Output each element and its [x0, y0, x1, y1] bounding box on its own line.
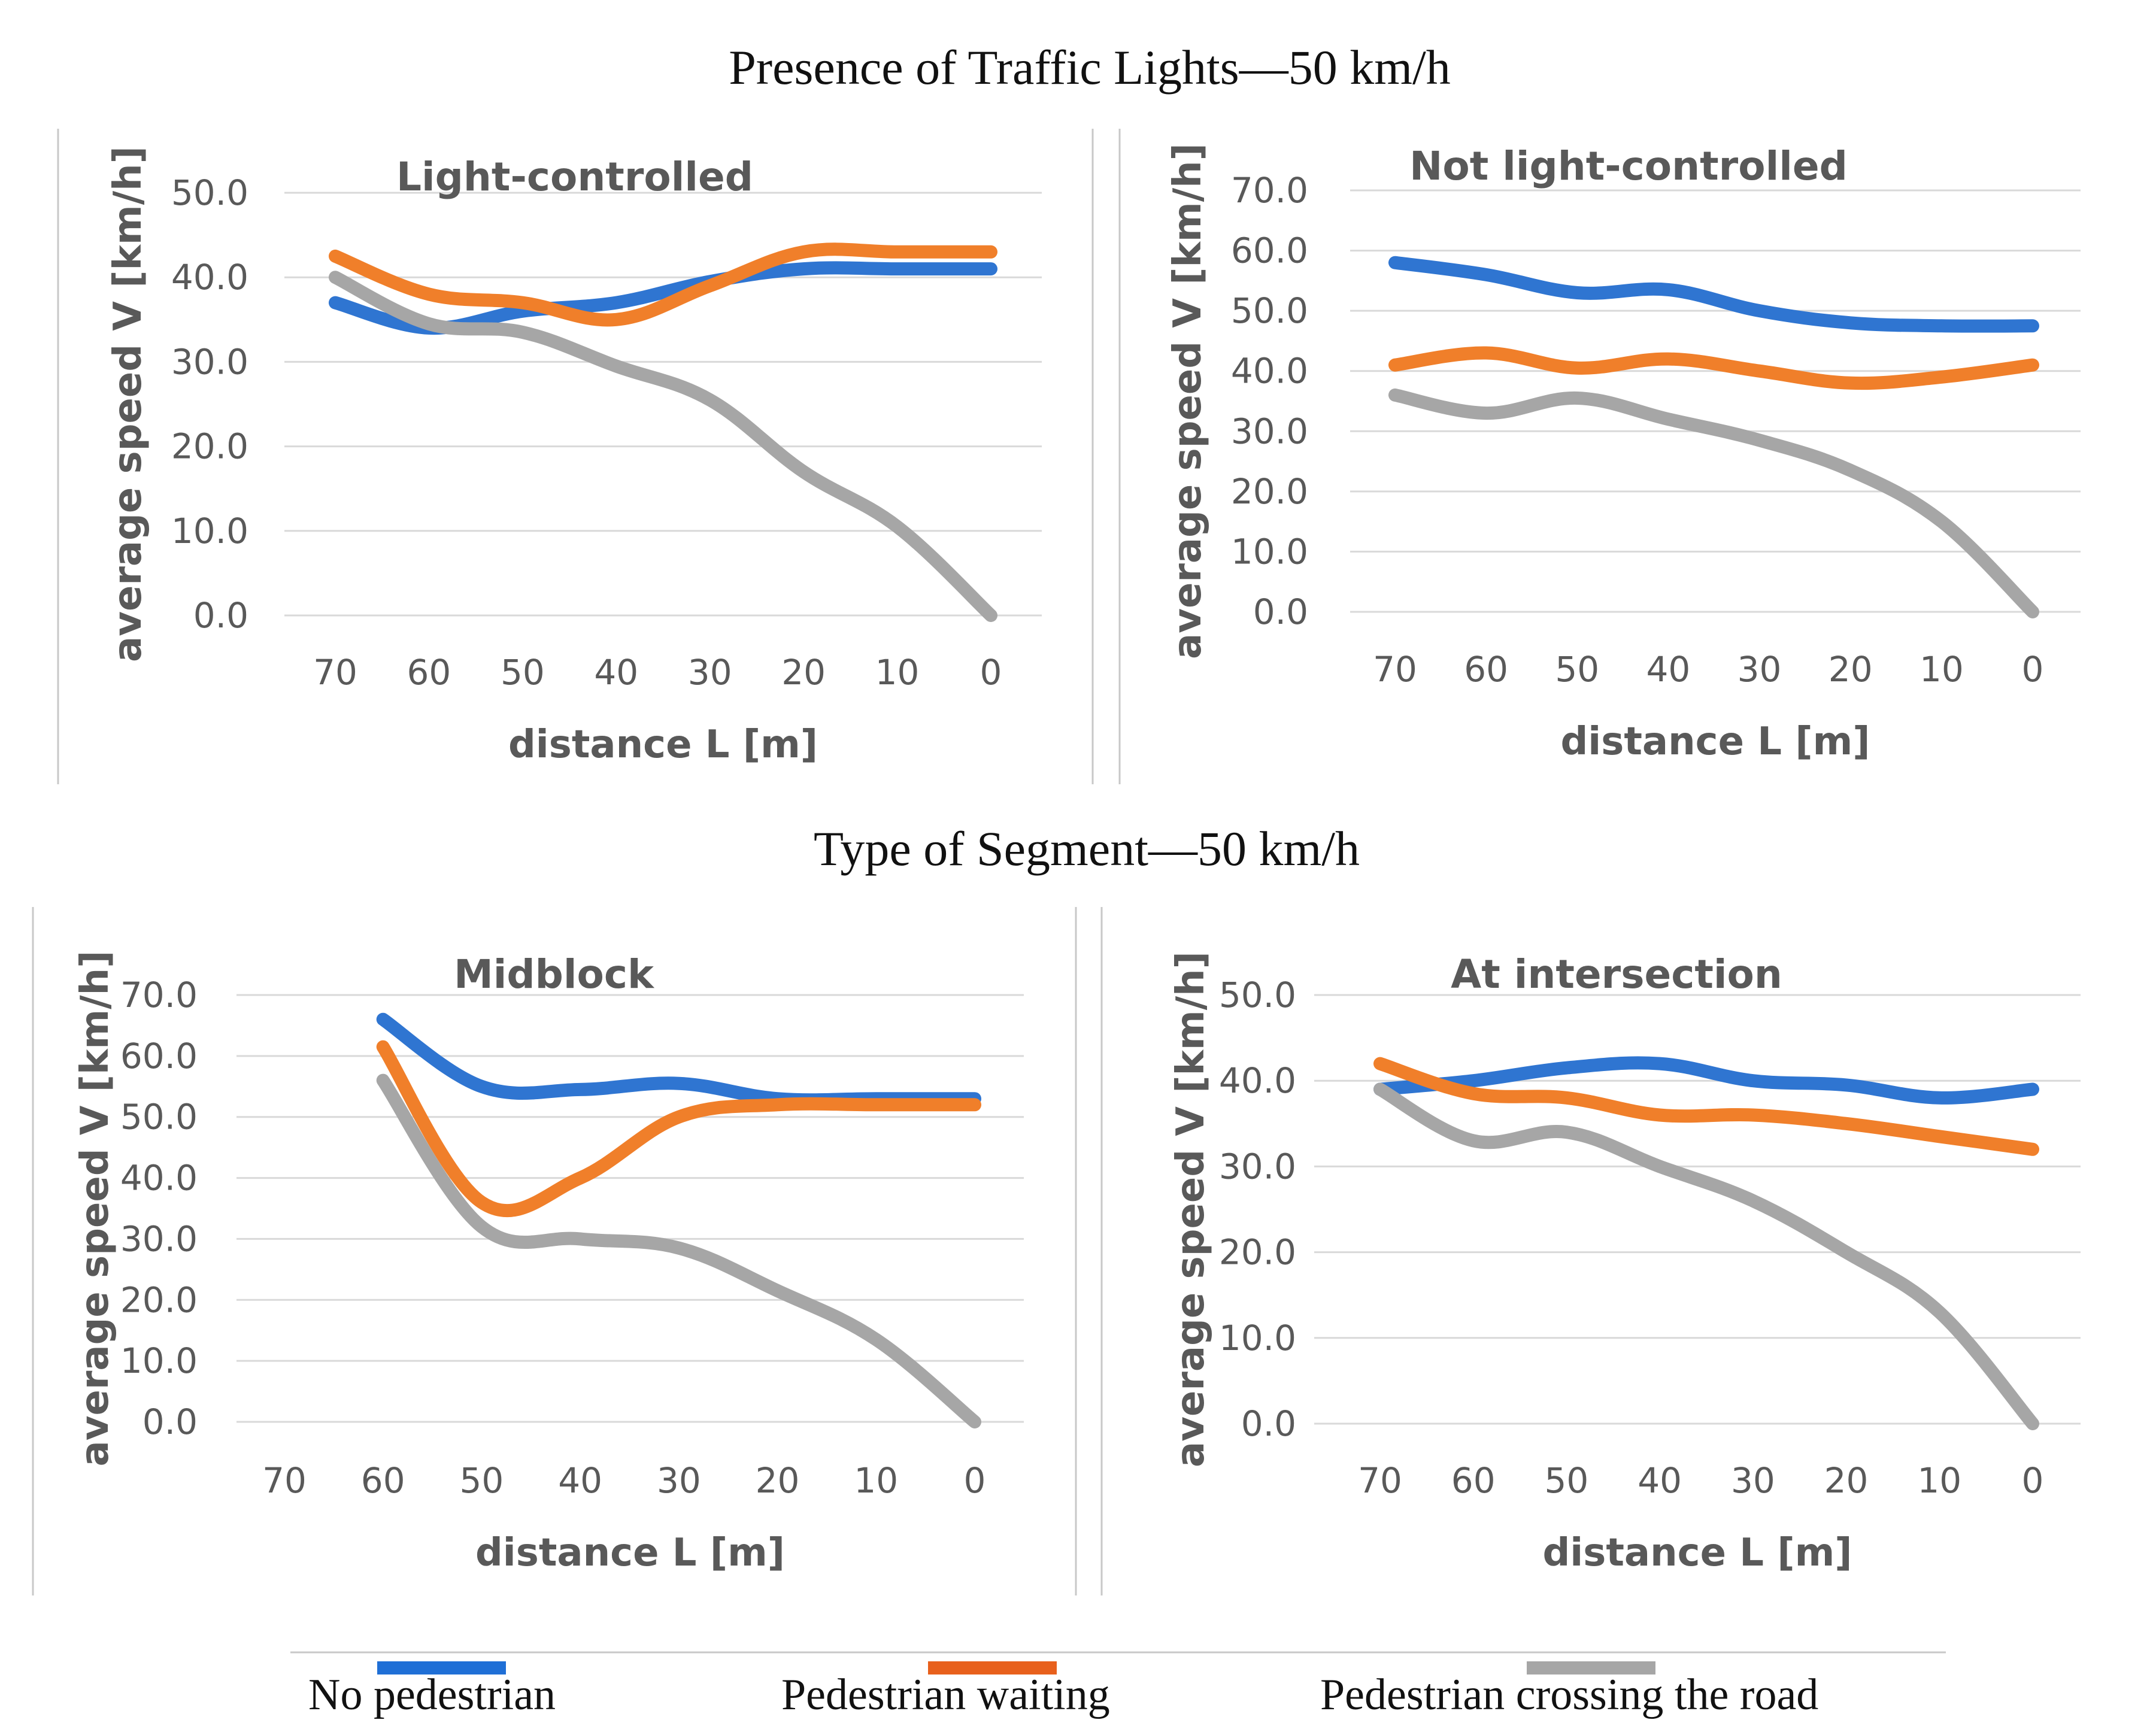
y-tick-label: 20.0 — [171, 426, 248, 467]
y-tick-label: 70.0 — [1231, 170, 1308, 211]
series-line-pedestrian-waiting — [329, 242, 997, 327]
x-tick-label: 50 — [460, 1460, 504, 1501]
chart-title: Not light-controlled — [1409, 143, 1848, 189]
y-tick-label: 0.0 — [142, 1402, 198, 1442]
legend-label-pedestrian-crossing: Pedestrian crossing the road — [1320, 1670, 1818, 1719]
y-tick-label: 10.0 — [1219, 1318, 1296, 1358]
y-tick-label: 30.0 — [120, 1218, 198, 1259]
x-tick-label: 10 — [1920, 649, 1964, 690]
series-line-pedestrian-waiting — [1373, 1057, 2039, 1156]
x-tick-label: 10 — [875, 652, 920, 693]
x-tick-label: 70 — [262, 1460, 307, 1501]
y-tick-label: 0.0 — [1253, 591, 1308, 632]
chart-panel-3: 0.0 10.0 20.0 30.0 40.0 50.0 60.0 70.0 70 60 50 40 3… — [73, 951, 1024, 1575]
x-tick-label: 60 — [361, 1460, 405, 1501]
series-line-pedestrian-crossing-the-road — [376, 1073, 981, 1428]
legend-swatch-pedestrian-crossing — [1527, 1661, 1655, 1675]
x-tick-label: 0 — [2022, 1460, 2044, 1501]
series-line-pedestrian-crossing-the-road — [1388, 388, 2039, 618]
x-tick-label: 60 — [1451, 1460, 1496, 1501]
x-tick-label: 70 — [1373, 649, 1417, 690]
y-tick-label: 20.0 — [1219, 1232, 1296, 1273]
x-axis-label: distance L [m] — [508, 723, 818, 767]
x-tick-label: 50 — [1545, 1460, 1589, 1501]
y-tick-label: 50.0 — [1231, 290, 1308, 331]
x-tick-label: 20 — [756, 1460, 800, 1501]
y-axis-label: average speed V [km/h] — [1166, 143, 1210, 659]
y-tick-label: 0.0 — [1241, 1403, 1296, 1444]
series-line-pedestrian-waiting — [1388, 346, 2039, 390]
y-tick-label: 50.0 — [120, 1097, 198, 1137]
chart-panels: 0.0 10.0 20.0 30.0 40.0 50.0 70 60 50 40 30 20 10 0 Li… — [73, 143, 2081, 1575]
section-title-bottom: Type of Segment—50 km/h — [814, 821, 1360, 876]
legend-label-no-pedestrian: No pedestrian — [308, 1670, 556, 1719]
chart-panel-4: 0.0 10.0 20.0 30.0 40.0 50.0 70 60 50 40 30 20 10 0 At… — [1169, 951, 2081, 1575]
y-axis-label: average speed V [km/h] — [106, 146, 150, 662]
chart-title: Light-controlled — [396, 154, 753, 200]
y-tick-label: 10.0 — [120, 1340, 198, 1381]
x-tick-label: 30 — [1737, 649, 1782, 690]
y-tick-label: 40.0 — [1231, 351, 1308, 392]
series-line-no-pedestrian — [1373, 1056, 2039, 1105]
y-tick-label: 50.0 — [1219, 975, 1296, 1015]
x-tick-label: 0 — [2022, 649, 2044, 690]
y-tick-label: 40.0 — [1219, 1060, 1296, 1101]
x-tick-label: 40 — [1646, 649, 1691, 690]
chart-title: Midblock — [454, 951, 655, 997]
x-tick-label: 20 — [781, 652, 826, 693]
y-tick-label: 0.0 — [193, 595, 248, 636]
x-tick-label: 10 — [1917, 1460, 1961, 1501]
series-line-pedestrian-crossing-the-road — [329, 271, 997, 622]
x-tick-label: 60 — [407, 652, 451, 693]
x-tick-label: 70 — [1358, 1460, 1402, 1501]
x-tick-label: 0 — [964, 1460, 986, 1501]
y-tick-label: 40.0 — [120, 1158, 198, 1199]
y-tick-label: 10.0 — [171, 511, 248, 551]
x-tick-label: 10 — [854, 1460, 898, 1501]
y-tick-label: 20.0 — [1231, 471, 1308, 512]
chart-panel-1: 0.0 10.0 20.0 30.0 40.0 50.0 70 60 50 40 30 20 10 0 Li… — [106, 146, 1042, 767]
x-tick-label: 40 — [1638, 1460, 1682, 1501]
legend-swatch-no-pedestrian — [377, 1661, 506, 1675]
y-tick-label: 60.0 — [120, 1036, 198, 1076]
y-tick-label: 30.0 — [1231, 411, 1308, 451]
y-tick-label: 30.0 — [171, 341, 248, 382]
series-line-pedestrian-crossing-the-road — [1373, 1082, 2039, 1430]
x-tick-label: 40 — [594, 652, 638, 693]
series-line-no-pedestrian — [376, 1012, 981, 1107]
x-axis-label: distance L [m] — [475, 1531, 785, 1575]
chart-title: At intersection — [1451, 951, 1782, 997]
series-line-pedestrian-waiting — [376, 1040, 981, 1218]
y-tick-label: 70.0 — [120, 975, 198, 1015]
y-tick-label: 60.0 — [1231, 230, 1308, 271]
legend-label-pedestrian-waiting: Pedestrian waiting — [781, 1670, 1110, 1719]
x-tick-label: 30 — [1731, 1460, 1775, 1501]
y-tick-label: 30.0 — [1219, 1146, 1296, 1187]
y-tick-label: 10.0 — [1231, 531, 1308, 572]
x-tick-label: 60 — [1464, 649, 1508, 690]
y-tick-label: 20.0 — [120, 1279, 198, 1320]
y-tick-label: 40.0 — [171, 257, 248, 298]
x-tick-label: 50 — [1555, 649, 1599, 690]
x-tick-label: 70 — [313, 652, 357, 693]
x-tick-label: 50 — [501, 652, 545, 693]
y-axis-label: average speed V [km/h] — [1169, 951, 1213, 1467]
legend-swatch-pedestrian-waiting — [928, 1661, 1057, 1675]
section-title-top: Presence of Traffic Lights—50 km/h — [729, 40, 1451, 95]
x-tick-label: 30 — [688, 652, 732, 693]
x-axis-label: distance L [m] — [1560, 720, 1870, 764]
x-axis-label: distance L [m] — [1542, 1531, 1852, 1575]
legend: No pedestrian Pedestrian waiting Pedestr… — [290, 1651, 1946, 1719]
x-tick-label: 0 — [980, 652, 1002, 693]
y-tick-label: 50.0 — [171, 172, 248, 213]
series-line-no-pedestrian — [1388, 256, 2039, 333]
chart-panel-2: 0.0 10.0 20.0 30.0 40.0 50.0 60.0 70.0 70 60 50 40 3… — [1166, 143, 2081, 764]
x-tick-label: 40 — [558, 1460, 602, 1501]
x-tick-label: 20 — [1828, 649, 1873, 690]
x-tick-label: 20 — [1824, 1460, 1869, 1501]
y-axis-label: average speed V [km/h] — [73, 951, 117, 1467]
x-tick-label: 30 — [657, 1460, 701, 1501]
